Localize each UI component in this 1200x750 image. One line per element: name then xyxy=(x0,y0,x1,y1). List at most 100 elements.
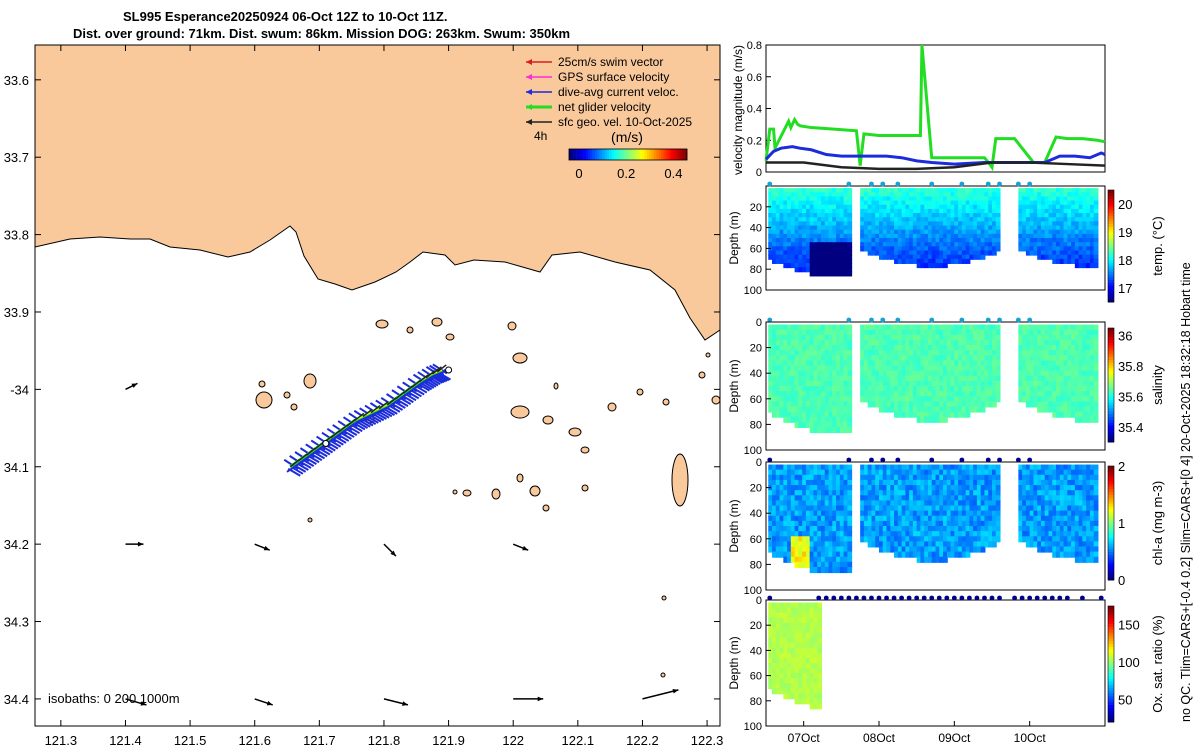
chl-a-cell xyxy=(860,505,865,512)
salinity-colorbar-swatch xyxy=(1108,350,1114,355)
temperature-cell xyxy=(1048,200,1054,206)
temperature-cell xyxy=(805,208,811,215)
salinity-cell xyxy=(783,329,789,336)
temperature-cell xyxy=(805,188,811,194)
temperature-cell xyxy=(912,246,918,252)
temperature-cell xyxy=(1040,192,1046,198)
chl-a-cell xyxy=(798,546,804,553)
chl-a-cell xyxy=(783,479,789,487)
chl-a-cell xyxy=(1063,469,1069,476)
temperature-cell xyxy=(860,213,865,219)
salinity-cell xyxy=(1033,386,1039,393)
chl-a-cell xyxy=(798,561,804,568)
salinity-cell xyxy=(890,360,896,367)
salinity-cell xyxy=(901,375,907,382)
salinity-cell xyxy=(805,375,811,382)
temperature-cell xyxy=(790,200,796,206)
temperature-cell xyxy=(992,233,997,239)
chl-a-cell xyxy=(894,485,899,492)
temperature-cell xyxy=(787,238,792,244)
temperature-cell xyxy=(882,213,888,219)
salinity-cell xyxy=(965,406,971,413)
chl-a-cell xyxy=(839,561,845,568)
chl-a-cell xyxy=(1086,469,1091,476)
temperature-cell xyxy=(790,192,796,198)
chl-a-cell xyxy=(768,515,774,522)
temperature-cell xyxy=(1048,250,1054,256)
temperature-cell xyxy=(802,208,807,215)
temperature-cell xyxy=(939,246,945,252)
chl-a-cell xyxy=(860,520,865,527)
chl-a-surface-dot xyxy=(929,457,935,463)
salinity-cell xyxy=(1048,391,1054,398)
salinity-cell xyxy=(886,370,892,377)
temperature-cell xyxy=(1071,221,1076,227)
chl-a-colorbar-tick: 0 xyxy=(1118,573,1125,588)
chl-a-cell xyxy=(1086,464,1091,471)
temperature-cell xyxy=(954,204,960,210)
chl-a-cell xyxy=(882,510,888,517)
chl-a-cell xyxy=(772,510,777,517)
island xyxy=(445,333,455,341)
temperature-cell xyxy=(943,204,948,210)
temperature-cell xyxy=(1063,233,1069,239)
island xyxy=(307,517,313,523)
temperature-cell xyxy=(946,258,952,264)
chl-a-cell xyxy=(931,531,937,538)
island xyxy=(452,489,458,495)
chl-a-cell xyxy=(871,526,877,533)
temperature-cell xyxy=(779,229,785,235)
salinity-cell xyxy=(1059,355,1065,362)
temperature-cell xyxy=(836,242,841,248)
island xyxy=(581,484,589,492)
chl-a-cell xyxy=(787,515,792,522)
temperature-cell xyxy=(976,200,982,206)
chl-a-cell xyxy=(916,474,922,481)
temperature-cell xyxy=(894,233,899,239)
chl-a-cell xyxy=(1063,515,1069,522)
chl-a-colorbar-swatch xyxy=(1108,528,1114,533)
chl-a-cell xyxy=(843,551,849,558)
chl-a-cell xyxy=(813,479,819,487)
temperature-cell xyxy=(817,229,822,235)
temperature-cell xyxy=(768,229,774,235)
salinity-cell xyxy=(890,401,896,408)
temperature-cell xyxy=(924,242,929,248)
colorbar-label: (m/s) xyxy=(611,129,643,145)
chl-a-cell xyxy=(794,556,800,563)
chl-a-cell xyxy=(813,546,819,553)
chl-a-cell xyxy=(916,526,922,533)
temperature-cell xyxy=(871,233,877,239)
chl-a-cell xyxy=(912,485,918,492)
chl-a-cell xyxy=(779,515,785,522)
chl-a-cell xyxy=(894,536,899,543)
salinity-cell xyxy=(901,324,907,331)
chl-a-cell xyxy=(1018,510,1024,517)
salinity-cell xyxy=(1044,339,1050,347)
temperature-cell xyxy=(836,213,841,219)
temperature-cell xyxy=(783,200,789,206)
salinity-cell xyxy=(984,386,990,393)
salinity-cell xyxy=(912,411,918,418)
chl-a-cell xyxy=(920,479,926,487)
salinity-cell xyxy=(783,370,789,377)
chl-a-cell xyxy=(1071,495,1076,502)
chl-a-cell xyxy=(1086,510,1091,517)
temperature-cell xyxy=(820,271,826,277)
salinity-cell xyxy=(1029,360,1035,367)
salinity-cell xyxy=(939,339,945,347)
chl-a-cell xyxy=(965,479,971,487)
chl-a-cell xyxy=(1063,485,1069,492)
chl-a-cell xyxy=(935,531,941,538)
chl-a-cell xyxy=(931,500,937,507)
chl-a-cell xyxy=(820,510,826,517)
chl-a-cell xyxy=(1029,469,1035,476)
salinity-cell xyxy=(1086,396,1091,403)
salinity-cell xyxy=(931,355,937,362)
oxygen-cell xyxy=(779,622,785,629)
temperature-cell xyxy=(946,213,952,219)
chl-a-cell xyxy=(950,546,956,553)
salinity-cell xyxy=(779,324,785,331)
salinity-cell xyxy=(779,370,785,377)
chl-a-cell xyxy=(783,469,789,476)
